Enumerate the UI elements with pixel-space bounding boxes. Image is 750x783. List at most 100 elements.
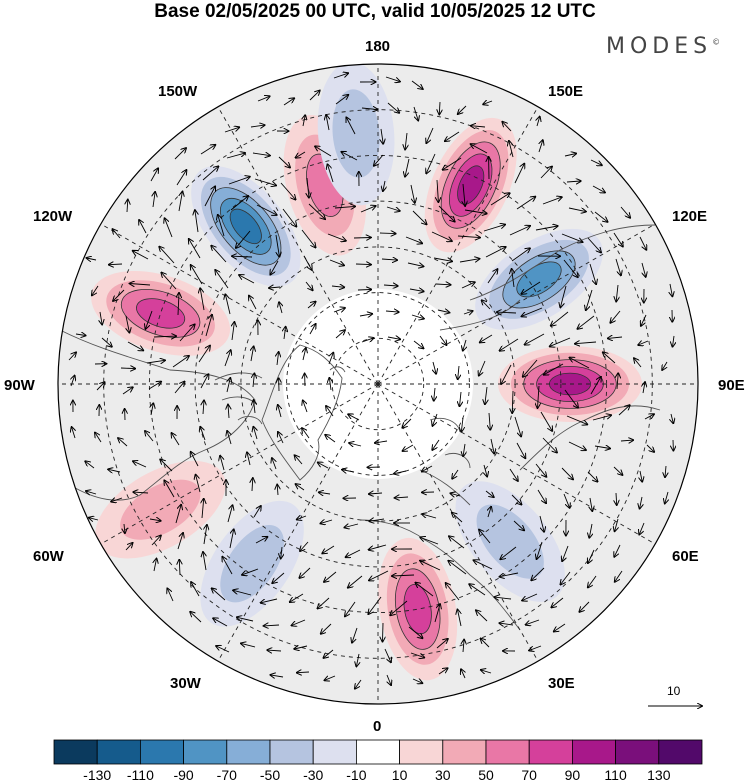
wind-vector [326,115,329,131]
reference-vector-label: 10 [667,684,681,698]
wind-vector [151,403,153,416]
wind-vector [407,263,423,266]
wind-vector [148,382,161,390]
wind-vector [463,183,465,206]
colorbar-tick-label: 130 [647,767,671,783]
wind-vector [589,263,596,284]
logo-mark: © [712,37,721,47]
wind-vector [222,557,233,575]
wind-vector [113,289,125,301]
wind-vector [497,312,517,313]
wind-vector [200,145,215,155]
wind-vector [215,270,229,289]
wind-vector [384,648,391,662]
wind-vector [514,164,524,184]
wind-vector [443,157,462,170]
wind-vector [95,433,102,443]
lon-label-150e: 150E [548,83,584,100]
wind-vector [309,91,320,101]
wind-vector [71,376,75,387]
logo-text: MODES [606,34,713,59]
wind-vector [303,348,306,361]
wind-vector [474,560,493,570]
wind-vector [324,571,337,582]
wind-vector [500,546,517,559]
wind-vector [191,265,203,285]
colorbar-tick-label: -110 [126,767,154,783]
wind-vector [255,537,267,544]
wind-vector [564,389,578,408]
wind-vector [589,523,592,538]
wind-vector [387,674,391,685]
wind-vector [72,427,75,439]
wind-vector [278,156,290,168]
wind-vector [671,413,673,423]
wind-vector [383,180,385,191]
colorbar-swatch [183,739,228,765]
wind-vector [92,285,99,295]
lon-label-180: 180 [365,38,391,55]
wind-vector [487,269,497,284]
wind-vector [204,525,207,545]
lon-label-60e: 60E [672,548,699,565]
wind-vector [616,284,618,301]
colorbar-swatch [572,739,617,765]
wind-vector [96,382,105,391]
wind-vector [665,491,668,503]
wind-vector [149,519,161,521]
wind-vector [642,262,646,277]
wind-vector [324,649,334,658]
wind-vector [512,390,513,413]
wind-vector [535,226,558,231]
colorbar-swatch [226,739,271,765]
wind-vector [461,417,463,432]
wind-vector [111,498,123,502]
wind-vector [253,506,261,518]
wind-vector [383,622,384,642]
wind-vector [437,179,438,202]
wind-vector [212,588,226,601]
wind-vector [469,584,486,596]
wind-vector [615,570,623,582]
wind-vector [264,625,280,626]
colorbar-swatch [485,739,530,765]
wind-vector [174,382,185,394]
wind-vector [319,492,331,494]
latitude-circle [194,200,562,568]
wind-vector [229,529,234,549]
wind-vector [270,260,279,275]
wind-vector [153,336,176,337]
wind-vector [133,461,147,468]
wind-vector [499,623,514,625]
meridian [377,223,656,385]
wind-vector [579,601,590,612]
wind-vector [542,437,557,453]
lon-label-0: 0 [373,718,382,735]
wind-vector [481,639,490,648]
wind-vector [403,444,414,451]
wind-vector [247,452,250,466]
wind-vector [405,132,407,149]
lon-label-120w: 120W [33,208,73,225]
wind-vector [420,561,441,571]
wind-vector [437,310,449,313]
wind-vector [531,567,545,580]
wind-vector [322,545,335,553]
wind-vector [587,471,598,482]
wind-vector [539,140,543,153]
wind-vector [563,493,570,508]
wind-vector [179,560,180,576]
wind-vector [560,285,567,307]
wind-vector [561,571,571,585]
wind-vector [164,481,175,498]
wind-vector [86,491,97,494]
wind-vector [303,255,312,270]
wind-vector [431,231,452,241]
wind-vector [587,237,601,252]
wind-vector [603,352,616,364]
wind-vector [410,652,424,658]
wind-vector [345,524,359,528]
wind-vector [665,465,666,477]
wind-vector [118,438,128,447]
